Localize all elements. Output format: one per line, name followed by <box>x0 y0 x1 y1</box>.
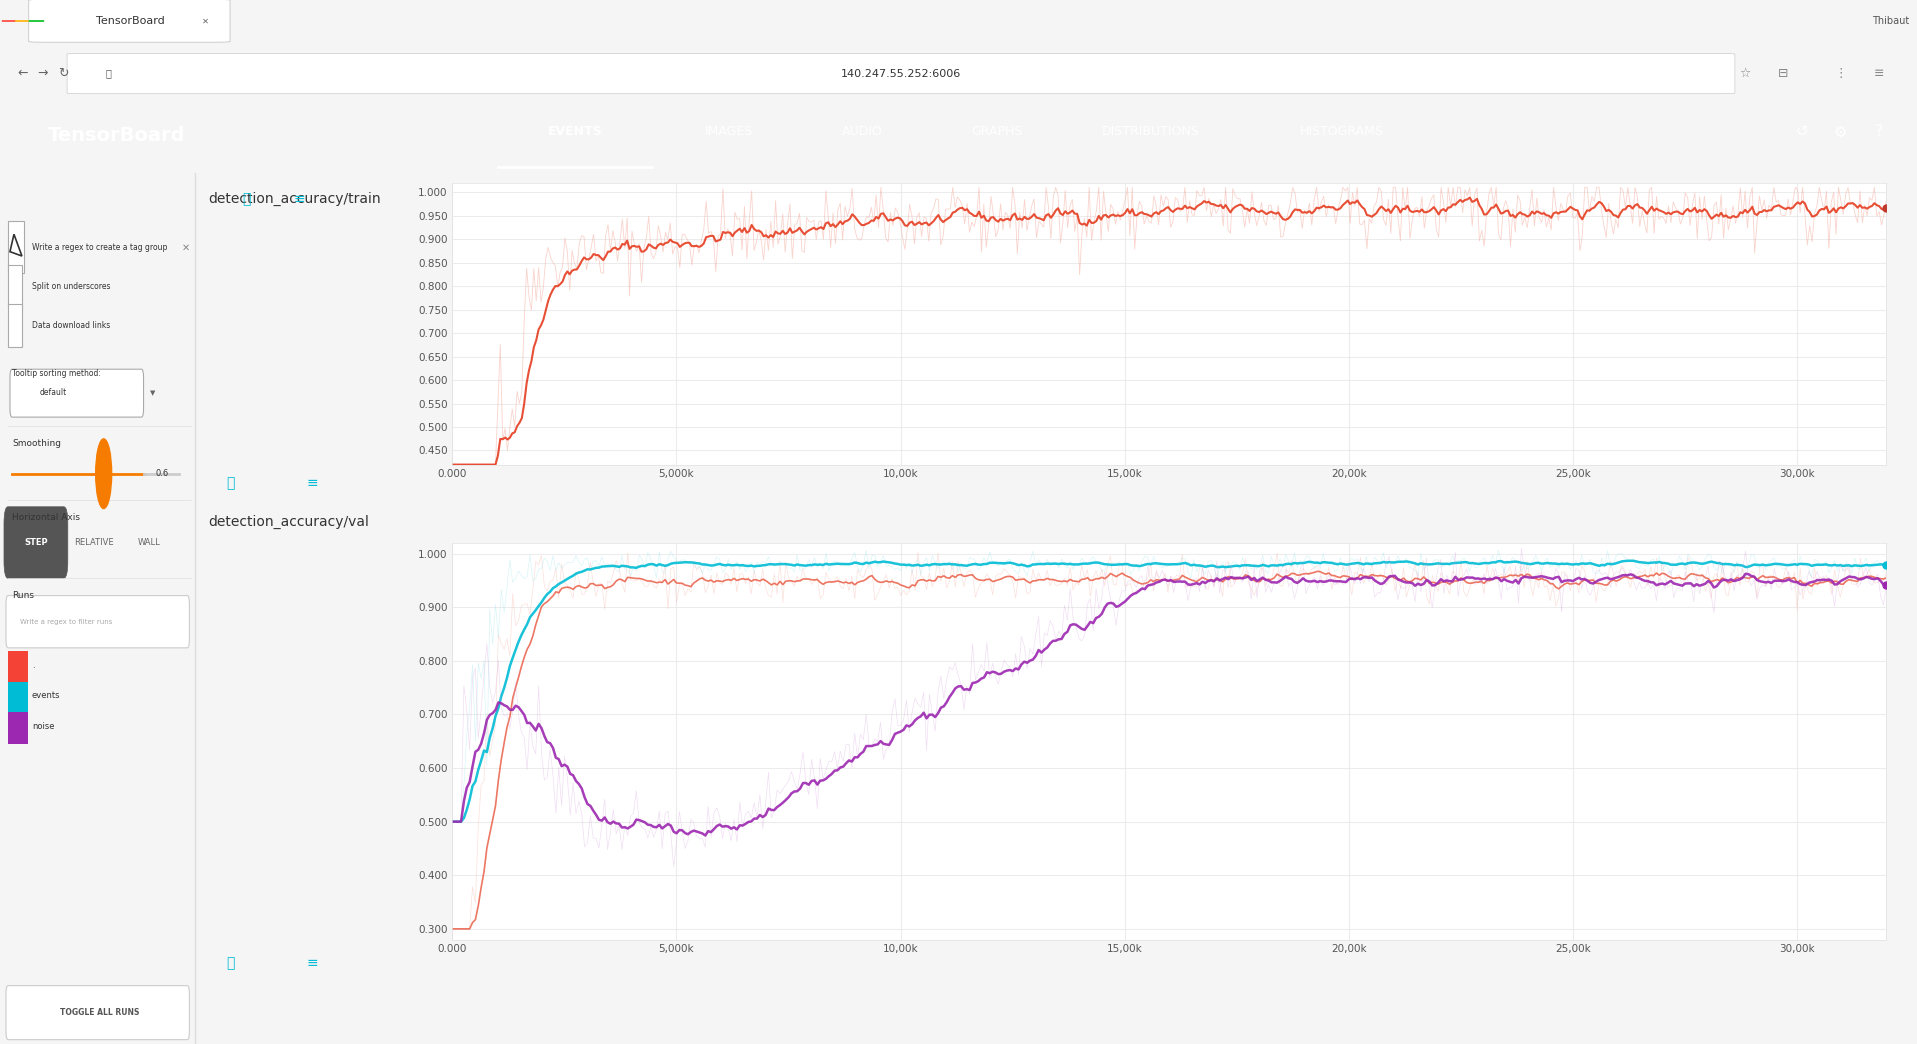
Text: ▼: ▼ <box>150 389 155 396</box>
Text: Data download links: Data download links <box>33 322 109 330</box>
Text: Thibaut: Thibaut <box>1873 16 1909 26</box>
Text: ✕: ✕ <box>201 17 209 26</box>
Text: WALL: WALL <box>138 538 161 547</box>
Text: .: . <box>33 661 35 670</box>
Text: detection_accuracy/val: detection_accuracy/val <box>207 515 368 529</box>
FancyBboxPatch shape <box>29 0 230 42</box>
Text: ⤢: ⤢ <box>242 192 251 206</box>
Text: AUDIO: AUDIO <box>842 125 884 139</box>
Circle shape <box>96 438 111 508</box>
Text: ←: ← <box>17 67 29 80</box>
Text: TOGGLE ALL RUNS: TOGGLE ALL RUNS <box>59 1009 140 1017</box>
Text: Write a regex to create a tag group: Write a regex to create a tag group <box>33 243 167 252</box>
Text: ↻: ↻ <box>58 67 69 80</box>
Text: ≡: ≡ <box>307 476 318 490</box>
Text: Horizontal Axis: Horizontal Axis <box>12 513 81 522</box>
FancyBboxPatch shape <box>67 53 1735 94</box>
Bar <box>8 712 29 743</box>
Text: ✕: ✕ <box>182 242 190 253</box>
Text: detection_accuracy/train: detection_accuracy/train <box>207 192 381 206</box>
Text: ↺: ↺ <box>1796 124 1808 140</box>
Text: ≡: ≡ <box>293 192 305 206</box>
FancyBboxPatch shape <box>4 506 67 578</box>
Text: TensorBoard: TensorBoard <box>48 126 186 145</box>
Text: RELATIVE: RELATIVE <box>75 538 113 547</box>
Text: 140.247.55.252:6006: 140.247.55.252:6006 <box>842 69 960 78</box>
Text: ?: ? <box>1875 124 1882 140</box>
Text: GRAPHS: GRAPHS <box>972 125 1022 139</box>
Text: TensorBoard: TensorBoard <box>96 16 165 26</box>
Text: DISTRIBUTIONS: DISTRIBUTIONS <box>1102 125 1198 139</box>
Text: Tooltip sorting method:: Tooltip sorting method: <box>12 370 102 378</box>
Bar <box>8 265 21 308</box>
Text: 🔒: 🔒 <box>105 69 111 78</box>
Text: ⊟: ⊟ <box>1777 67 1789 80</box>
Text: HISTOGRAMS: HISTOGRAMS <box>1300 125 1384 139</box>
Text: Split on underscores: Split on underscores <box>33 282 111 291</box>
Bar <box>8 304 21 348</box>
Bar <box>8 221 23 274</box>
FancyBboxPatch shape <box>6 595 190 648</box>
Text: ⋮: ⋮ <box>1835 67 1846 80</box>
Bar <box>8 651 29 683</box>
FancyBboxPatch shape <box>10 370 144 418</box>
Text: ⤢: ⤢ <box>226 956 234 970</box>
Text: Smoothing: Smoothing <box>12 438 61 448</box>
Text: noise: noise <box>33 721 54 731</box>
Text: 0.6: 0.6 <box>155 469 169 478</box>
Text: EVENTS: EVENTS <box>548 125 602 139</box>
Text: ☆: ☆ <box>1739 67 1750 80</box>
Text: events: events <box>33 691 61 701</box>
Bar <box>8 682 29 713</box>
Text: STEP: STEP <box>25 538 48 547</box>
Text: ⚙: ⚙ <box>1833 124 1848 140</box>
Text: IMAGES: IMAGES <box>704 125 753 139</box>
FancyBboxPatch shape <box>6 986 190 1040</box>
Text: →: → <box>36 67 48 80</box>
Text: ≡: ≡ <box>1873 67 1884 80</box>
Text: Write a regex to filter runs: Write a regex to filter runs <box>19 619 113 624</box>
Text: Runs: Runs <box>12 591 35 600</box>
Text: ≡: ≡ <box>307 956 318 970</box>
Text: default: default <box>40 388 67 397</box>
Text: ⤢: ⤢ <box>226 476 234 490</box>
